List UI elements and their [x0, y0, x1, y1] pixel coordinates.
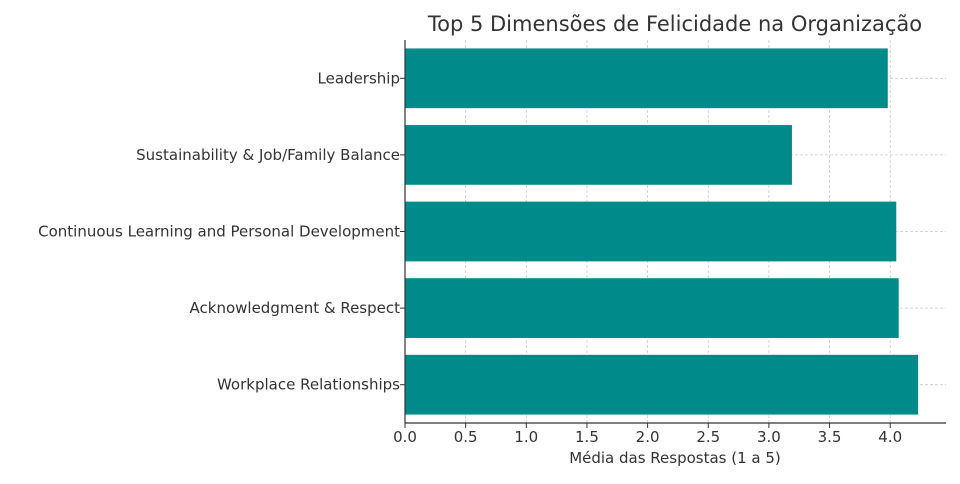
bar [405, 125, 792, 185]
category-label: Sustainability & Job/Family Balance [136, 146, 400, 164]
x-axis-ticks: 0.0 0.5 1.0 1.5 2.0 2.5 3.0 3.5 4.0 [393, 77, 902, 446]
bar [405, 278, 899, 338]
category-label: Acknowledgment & Respect [190, 299, 401, 317]
bars [405, 48, 919, 415]
x-tick-label: 2.5 [696, 428, 720, 446]
bar [405, 354, 919, 415]
bar [405, 48, 888, 109]
x-tick-label: 3.5 [818, 428, 842, 446]
x-tick-label: 3.0 [757, 428, 781, 446]
x-tick-label: 4.0 [878, 428, 902, 446]
bar [405, 201, 897, 262]
chart-title: Top 5 Dimensões de Felicidade na Organiz… [427, 12, 922, 36]
category-label: Leadership [318, 69, 400, 87]
x-tick-label: 1.0 [514, 428, 538, 446]
x-tick-label: 0.5 [454, 428, 478, 446]
x-tick-label: 0.0 [393, 428, 417, 446]
x-tick-label: 1.5 [575, 428, 599, 446]
x-axis-label: Média das Respostas (1 a 5) [569, 449, 781, 467]
x-tick-label: 2.0 [636, 428, 660, 446]
category-label: Continuous Learning and Personal Develop… [38, 223, 400, 241]
category-labels: Leadership Sustainability & Job/Family Ba… [38, 69, 400, 393]
category-label: Workplace Relationships [217, 376, 400, 394]
